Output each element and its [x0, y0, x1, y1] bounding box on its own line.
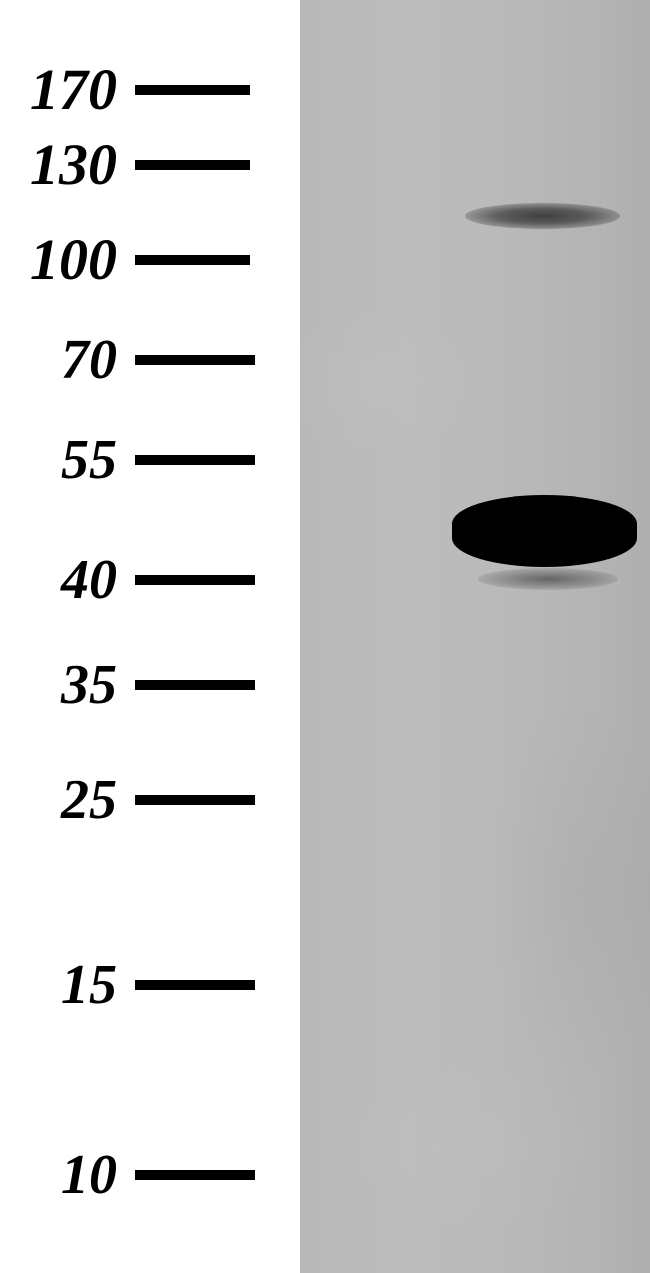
- marker-tick-170: [135, 85, 250, 95]
- marker-row-100: 100: [0, 231, 290, 289]
- marker-label-170: 170: [0, 61, 135, 119]
- marker-row-170: 170: [0, 61, 290, 119]
- marker-row-130: 130: [0, 136, 290, 194]
- marker-row-70: 70: [0, 332, 290, 388]
- marker-label-100: 100: [0, 231, 135, 289]
- marker-label-130: 130: [0, 136, 135, 194]
- marker-tick-55: [135, 455, 255, 465]
- marker-label-25: 25: [0, 772, 135, 828]
- band-faint-115kda: [465, 203, 620, 229]
- marker-label-10: 10: [0, 1147, 135, 1203]
- blot-texture: [300, 0, 650, 1273]
- marker-label-40: 40: [0, 552, 135, 608]
- blot-membrane: [300, 0, 650, 1273]
- molecular-weight-ladder: 170 130 100 70 55 40 35 25 15 10: [0, 0, 290, 1273]
- marker-tick-25: [135, 795, 255, 805]
- western-blot-figure: 170 130 100 70 55 40 35 25 15 10: [0, 0, 650, 1273]
- marker-row-10: 10: [0, 1147, 290, 1203]
- marker-label-70: 70: [0, 332, 135, 388]
- marker-row-25: 25: [0, 772, 290, 828]
- marker-label-55: 55: [0, 432, 135, 488]
- marker-row-40: 40: [0, 552, 290, 608]
- marker-row-55: 55: [0, 432, 290, 488]
- marker-tick-40: [135, 575, 255, 585]
- marker-row-35: 35: [0, 657, 290, 713]
- band-shadow-44kda: [478, 568, 618, 590]
- marker-label-35: 35: [0, 657, 135, 713]
- marker-tick-35: [135, 680, 255, 690]
- marker-row-15: 15: [0, 957, 290, 1013]
- band-main-48kda: [452, 495, 637, 567]
- marker-label-15: 15: [0, 957, 135, 1013]
- marker-tick-70: [135, 355, 255, 365]
- marker-tick-130: [135, 160, 250, 170]
- marker-tick-100: [135, 255, 250, 265]
- marker-tick-15: [135, 980, 255, 990]
- marker-tick-10: [135, 1170, 255, 1180]
